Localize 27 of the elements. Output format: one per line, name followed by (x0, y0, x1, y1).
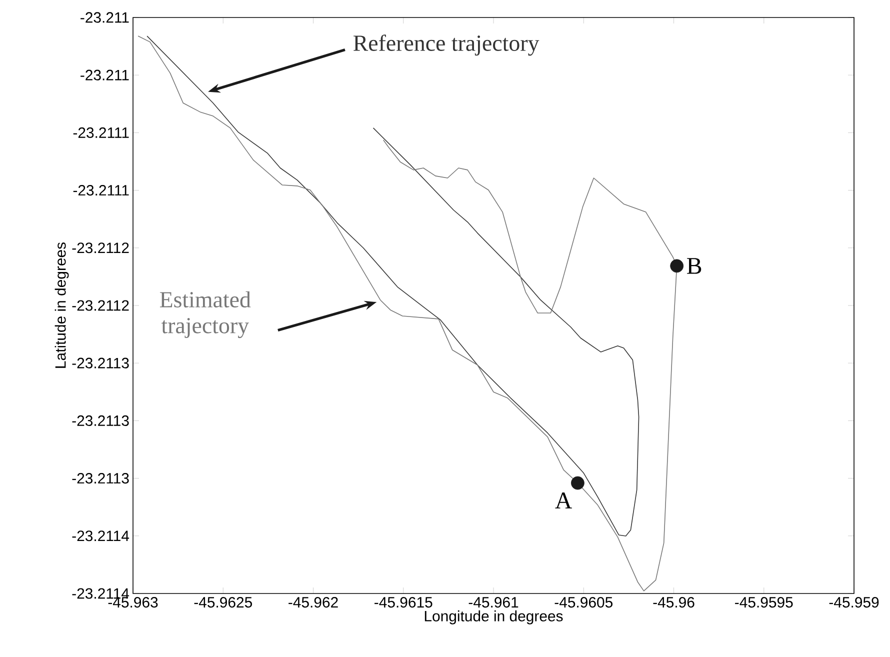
y-tick-label: -23.211 (80, 12, 129, 23)
annotation: A (555, 492, 572, 508)
y-tick-label: -23.2112 (72, 300, 129, 311)
x-tick-label: -45.963 (108, 597, 158, 608)
y-tick-label: -23.211 (80, 70, 129, 80)
line-series (146, 36, 640, 536)
text: Estimated trajectory (160, 291, 251, 338)
y-tick-label: -23.2114 (72, 588, 130, 599)
x-tick-label: -45.961 (468, 597, 518, 608)
y-tick-label: -23.2114 (72, 530, 130, 542)
x-tick-label: -45.9615 (374, 597, 432, 608)
y-tick-label: -23.2113 (72, 358, 129, 368)
y-tick-label: -23.2111 (73, 127, 129, 138)
x-axis-title: Longitude in degrees (424, 610, 563, 624)
y-tick-label: -23.2111 (73, 184, 129, 196)
x-tick-label: -45.96 (653, 597, 694, 608)
annotation: B (687, 258, 702, 274)
y-axis-title: Latitude in degrees (54, 242, 69, 368)
x-tick-label: -45.9625 (194, 597, 252, 608)
x-tick-label: -45.962 (288, 597, 338, 608)
x-tick-label: -45.959 (829, 597, 879, 608)
y-tick-label: -23.2113 (72, 472, 129, 484)
y-tick-label: -23.2113 (72, 415, 129, 426)
x-tick-label: -45.9595 (735, 597, 793, 608)
text: Reference trajectory (353, 34, 540, 56)
y-tick-label: -23.2112 (72, 242, 129, 254)
x-tick-label: -45.9605 (554, 597, 612, 608)
